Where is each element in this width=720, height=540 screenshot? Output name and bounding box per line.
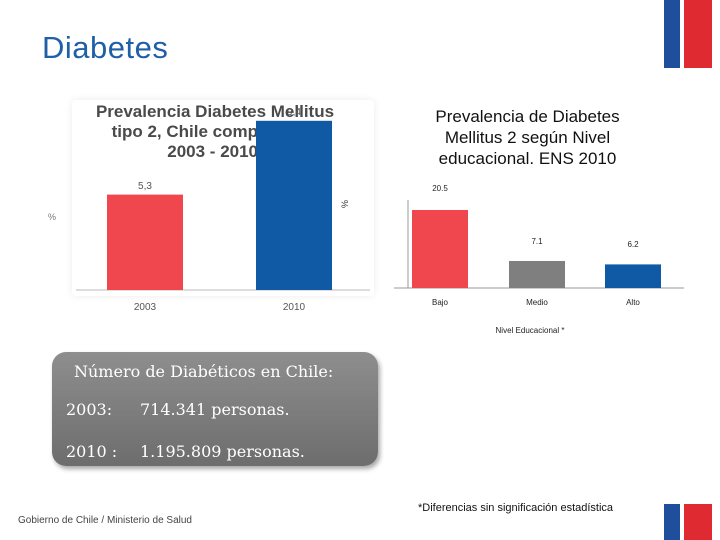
right-bar — [509, 260, 565, 288]
flag-decoration-bottom — [664, 504, 712, 540]
footer-credit: Gobierno de Chile / Ministerio de Salud — [18, 515, 192, 526]
left-bar-value-label: 9,4 — [287, 106, 301, 118]
left-chart-ylabel: % — [48, 212, 57, 222]
right-chart-title: Prevalencia de Diabetes Mellitus 2 según… — [395, 106, 660, 169]
left-chart-title-line: 2003 - 2010. — [167, 142, 263, 161]
left-bar-value-label: 5,3 — [138, 180, 152, 192]
flag-blue-stripe — [664, 0, 680, 68]
right-chart-ylabel: % — [340, 199, 350, 208]
right-bar-category-label: Alto — [626, 298, 640, 307]
diabetics-count-box: Número de Diabéticos en Chile: 2003: 714.… — [52, 352, 378, 466]
flag-red-stripe — [684, 504, 712, 540]
flag-blue-stripe — [664, 504, 680, 540]
left-chart-title-line: Prevalencia Diabetes Mellitus — [95, 102, 335, 121]
footnote: *Diferencias sin significación estadísti… — [418, 502, 614, 514]
right-chart-xlabel: Nivel Educacional * — [495, 326, 565, 335]
right-bar-value-label: 7.1 — [531, 236, 543, 246]
right-bar — [412, 210, 468, 288]
right-bar-value-label: 6.2 — [627, 240, 639, 250]
info-box-heading: Número de Diabéticos en Chile: — [74, 362, 334, 381]
right-bar-category-label: Medio — [526, 298, 548, 307]
info-row-year: 2003: — [66, 400, 113, 419]
info-row-value: 1.195.809 personas. — [140, 442, 305, 461]
info-row-year: 2010 : — [66, 442, 118, 461]
right-chart-title-line: Mellitus 2 según Nivel — [444, 128, 611, 147]
flag-red-stripe — [684, 0, 712, 68]
right-bar — [605, 264, 661, 288]
right-chart-title-line: educacional. ENS 2010 — [438, 149, 617, 168]
flag-decoration-top — [664, 0, 712, 68]
left-chart-title-line: tipo 2, Chile comparación — [111, 122, 319, 141]
info-row-2010: 2010 : 1.195.809 personas. — [66, 442, 305, 461]
left-bar-category-label: 2010 — [282, 302, 306, 313]
info-row-value: 714.341 personas. — [140, 400, 290, 419]
left-bar-category-label: 2003 — [133, 302, 157, 313]
right-chart-title-line: Prevalencia de Diabetes — [435, 107, 620, 126]
page-title: Diabetes — [42, 30, 169, 65]
right-bar-value-label: 20.5 — [432, 184, 448, 193]
right-bar-category-label: Bajo — [431, 298, 448, 307]
info-row-2003: 2003: 714.341 personas. — [66, 400, 290, 419]
